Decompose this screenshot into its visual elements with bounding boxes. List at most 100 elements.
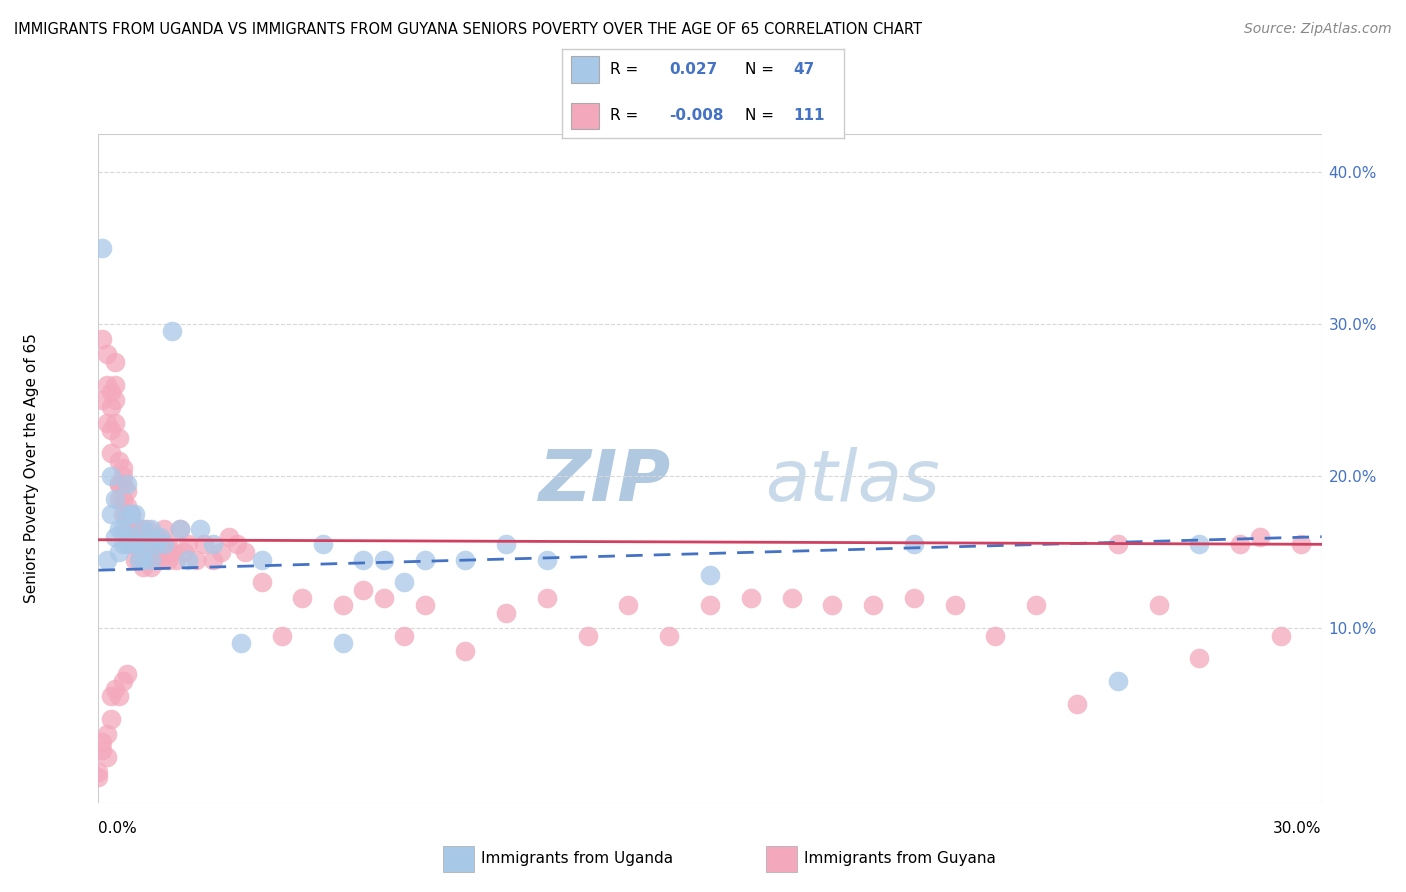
Point — [740, 591, 762, 605]
Point — [115, 522, 138, 536]
Point — [984, 628, 1007, 642]
Point — [104, 355, 127, 369]
Point — [903, 591, 925, 605]
Point — [136, 537, 159, 551]
Point — [120, 537, 142, 551]
Point — [115, 507, 138, 521]
Point — [100, 507, 122, 521]
Point — [160, 545, 183, 559]
Point — [495, 606, 517, 620]
Point — [186, 552, 208, 566]
Point — [124, 522, 146, 536]
Point — [149, 552, 172, 566]
Point — [111, 491, 134, 506]
Point — [1107, 674, 1129, 689]
Point — [1188, 537, 1211, 551]
Text: N =: N = — [745, 109, 775, 123]
Point — [173, 545, 195, 559]
Point — [115, 537, 138, 551]
Point — [108, 453, 131, 467]
Point — [115, 484, 138, 499]
Point — [312, 537, 335, 551]
Point — [862, 598, 884, 612]
Point — [226, 537, 249, 551]
Point — [392, 575, 416, 590]
Point — [392, 628, 416, 642]
Point — [115, 666, 138, 681]
Point — [124, 552, 146, 566]
Point — [120, 522, 142, 536]
Point — [617, 598, 640, 612]
Point — [100, 423, 122, 437]
Point — [128, 522, 150, 536]
Point — [1066, 697, 1088, 711]
Point — [100, 446, 122, 460]
Point — [104, 416, 127, 430]
Point — [120, 507, 142, 521]
Point — [124, 537, 146, 551]
Point — [111, 537, 134, 551]
Point — [233, 545, 256, 559]
Bar — [571, 56, 599, 83]
Point — [152, 537, 174, 551]
Point — [145, 552, 167, 566]
Point — [177, 552, 200, 566]
Point — [165, 552, 187, 566]
Point — [115, 476, 138, 491]
Point — [149, 537, 172, 551]
Text: R =: R = — [610, 109, 638, 123]
Point — [120, 530, 142, 544]
Point — [536, 591, 558, 605]
Point — [104, 530, 127, 544]
Point — [352, 552, 374, 566]
Point — [821, 598, 844, 612]
Point — [141, 522, 163, 536]
Point — [111, 476, 134, 491]
Point — [132, 560, 155, 574]
Point — [128, 530, 150, 544]
Point — [332, 636, 354, 650]
Point — [108, 522, 131, 536]
Point — [132, 522, 155, 536]
Point — [100, 385, 122, 400]
Point — [218, 530, 240, 544]
Text: atlas: atlas — [765, 447, 939, 516]
Point — [91, 241, 114, 255]
Point — [128, 537, 150, 551]
Point — [100, 690, 122, 704]
Point — [177, 537, 200, 551]
Point — [96, 416, 118, 430]
Point — [169, 522, 191, 536]
Point — [270, 628, 294, 642]
Point — [1249, 530, 1271, 544]
Point — [352, 582, 374, 597]
Point — [91, 332, 114, 346]
Point — [536, 552, 558, 566]
Point — [87, 770, 110, 784]
Point — [373, 552, 395, 566]
Point — [96, 377, 118, 392]
Point — [104, 377, 127, 392]
Text: 47: 47 — [793, 62, 814, 77]
Point — [413, 552, 436, 566]
Point — [111, 507, 134, 521]
Point — [1025, 598, 1047, 612]
Point — [108, 431, 131, 445]
Point — [108, 491, 131, 506]
Text: 0.027: 0.027 — [669, 62, 717, 77]
Text: IMMIGRANTS FROM UGANDA VS IMMIGRANTS FROM GUYANA SENIORS POVERTY OVER THE AGE OF: IMMIGRANTS FROM UGANDA VS IMMIGRANTS FRO… — [14, 22, 922, 37]
Point — [115, 507, 138, 521]
Point — [132, 522, 155, 536]
Point — [1147, 598, 1170, 612]
Point — [145, 537, 167, 551]
Point — [111, 674, 134, 689]
Point — [188, 522, 212, 536]
Text: R =: R = — [610, 62, 638, 77]
Point — [699, 598, 721, 612]
Point — [145, 530, 167, 544]
Point — [120, 515, 142, 529]
Bar — [571, 103, 599, 129]
Point — [156, 537, 179, 551]
Point — [160, 325, 183, 339]
Point — [100, 712, 122, 726]
